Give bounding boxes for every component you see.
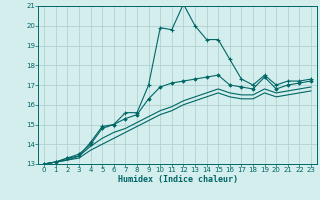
X-axis label: Humidex (Indice chaleur): Humidex (Indice chaleur) (118, 175, 238, 184)
